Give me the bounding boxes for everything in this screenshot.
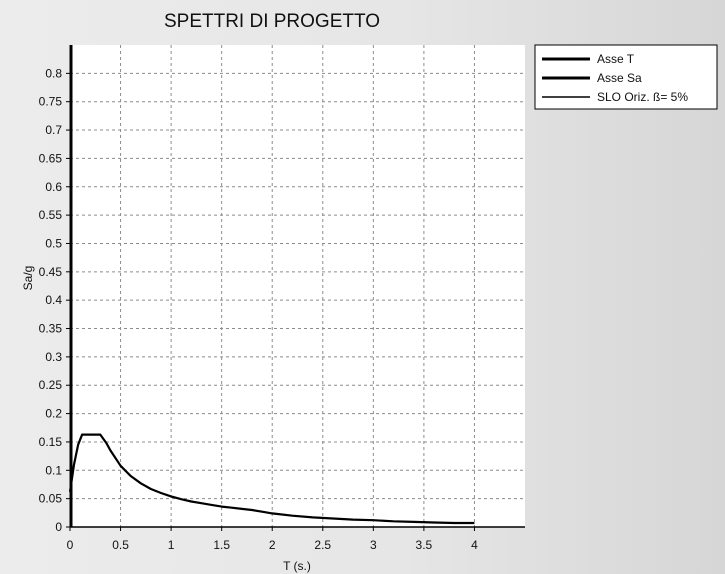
legend: Asse T Asse Sa SLO Oriz. ß= 5% — [534, 44, 718, 110]
x-tick-label: 2 — [269, 538, 276, 552]
legend-entry-slo-oriz: SLO Oriz. ß= 5% — [597, 90, 688, 104]
y-tick-label: 0.7 — [45, 123, 62, 137]
legend-entry-asse-t: Asse T — [597, 52, 635, 66]
y-tick-label: 0.3 — [45, 350, 62, 364]
y-tick-label: 0.35 — [39, 322, 63, 336]
x-tick-label: 0.5 — [112, 538, 129, 552]
y-tick-label: 0.8 — [45, 66, 62, 80]
y-tick-label: 0.05 — [39, 492, 63, 506]
y-tick-label: 0.45 — [39, 265, 63, 279]
y-tick-label: 0.1 — [45, 463, 62, 477]
x-tick-label: 4 — [471, 538, 478, 552]
y-tick-label: 0.6 — [45, 180, 62, 194]
y-tick-label: 0.75 — [39, 95, 63, 109]
y-tick-label: 0.4 — [45, 293, 62, 307]
x-tick-label: 3 — [370, 538, 377, 552]
x-tick-label: 1.5 — [213, 538, 230, 552]
y-tick-label: 0.55 — [39, 208, 63, 222]
y-tick-label: 0.5 — [45, 236, 62, 250]
x-axis-label: T (s.) — [283, 559, 311, 573]
y-tick-label: 0.25 — [39, 378, 63, 392]
x-tick-label: 0 — [67, 538, 74, 552]
tick-labels: 0 0.5 1 1.5 2 2.5 3 3.5 4 0 0.05 0.1 0.15 0.2 0.25 0.3 0… — [39, 66, 478, 552]
plot-area — [70, 45, 525, 527]
series-line-slo-oriz — [68, 433, 475, 525]
y-tick-label: 0 — [55, 520, 62, 534]
y-tick-label: 0.65 — [39, 151, 63, 165]
chart-title: SPETTRI DI PROGETTO — [164, 11, 380, 32]
legend-entry-asse-sa: Asse Sa — [597, 71, 642, 85]
y-tick-label: 0.2 — [45, 407, 62, 421]
y-tick-label: 0.15 — [39, 435, 63, 449]
x-tick-label: 1 — [168, 538, 175, 552]
x-tick-label: 3.5 — [416, 538, 433, 552]
x-tick-label: 2.5 — [314, 538, 331, 552]
grid-lines — [70, 45, 525, 527]
y-axis-label: Sa/g — [21, 266, 35, 291]
